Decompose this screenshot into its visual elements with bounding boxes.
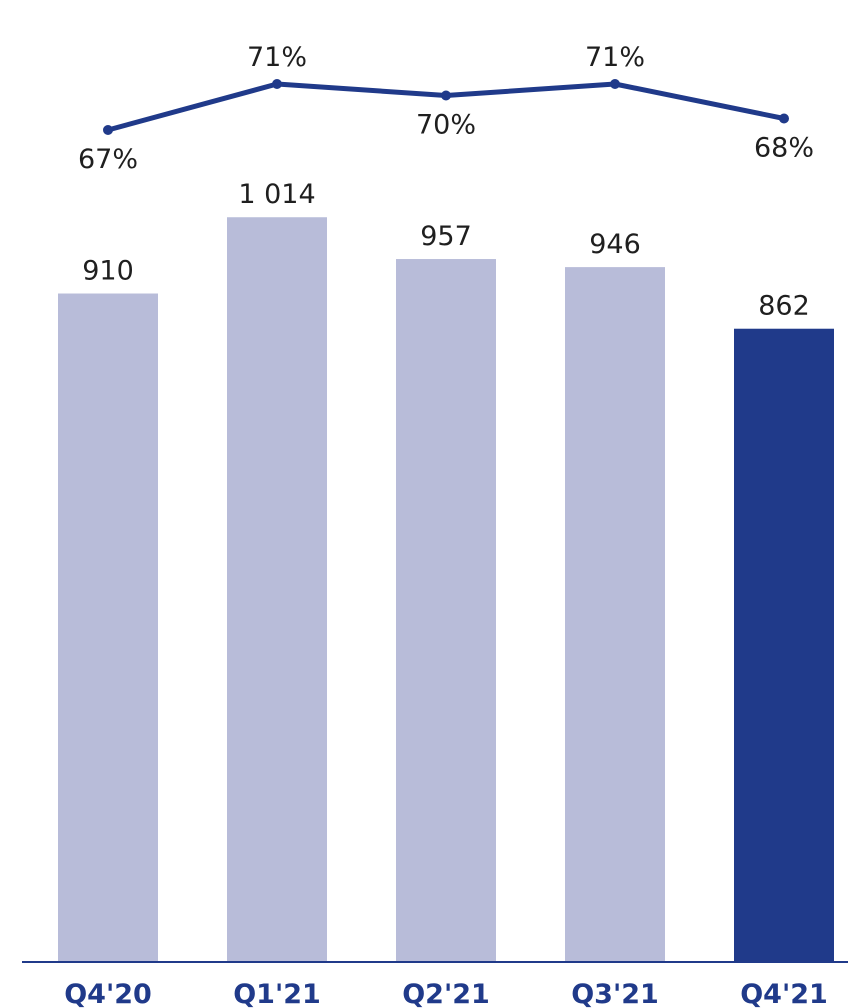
line-point-2: [272, 79, 282, 89]
bar-3: [396, 259, 496, 961]
line-series-group: [103, 79, 789, 135]
line-value-label: 68%: [754, 133, 814, 164]
line-value-label: 70%: [416, 110, 476, 141]
line-value-label: 71%: [247, 42, 307, 73]
x-tick-label: Q1'21: [233, 979, 321, 1008]
line-labels-group: 67% 71% 70% 71% 68%: [78, 42, 814, 175]
line-value-label: 67%: [78, 144, 138, 175]
bar-value-label: 910: [82, 256, 134, 287]
bar-4: [565, 267, 665, 961]
bar-value-label: 862: [758, 291, 810, 322]
bar-value-label: 957: [420, 221, 472, 252]
line-point-3: [441, 90, 451, 101]
bar-value-label: 946: [589, 229, 641, 260]
x-tick-labels-group: Q4'20 Q1'21 Q2'21 Q3'21 Q4'21: [64, 979, 828, 1008]
x-tick-label: Q4'20: [64, 979, 152, 1008]
x-tick-label: Q2'21: [402, 979, 490, 1008]
line-point-5: [779, 113, 789, 124]
bars-group: [58, 217, 834, 961]
bar-5: [734, 328, 834, 961]
line-point-1: [103, 125, 113, 135]
bar-2: [227, 217, 327, 961]
line-point-4: [610, 79, 620, 89]
bar-value-label: 1 014: [238, 179, 315, 210]
bar-1: [58, 293, 158, 961]
x-tick-label: Q4'21: [740, 979, 828, 1008]
bar-labels-group: 910 1 014 957 946 862: [82, 179, 810, 321]
line-value-label: 71%: [585, 42, 645, 73]
x-tick-label: Q3'21: [571, 979, 659, 1008]
